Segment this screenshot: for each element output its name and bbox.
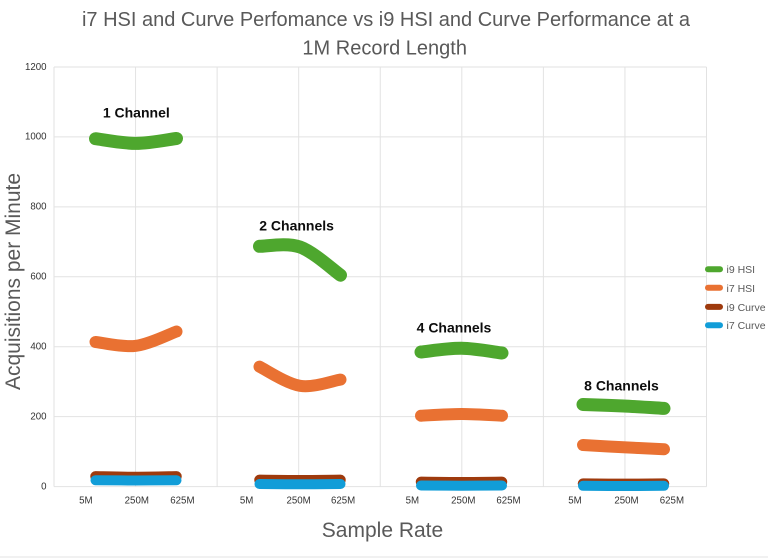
svg-text:i7 Curve: i7 Curve — [727, 320, 766, 332]
svg-text:250M: 250M — [125, 496, 149, 507]
svg-text:5M: 5M — [406, 496, 419, 507]
svg-text:800: 800 — [30, 202, 47, 213]
svg-text:Sample Rate: Sample Rate — [322, 519, 443, 542]
svg-text:1000: 1000 — [25, 132, 47, 143]
svg-text:0: 0 — [41, 481, 47, 492]
svg-text:i7 HSI and Curve Perfomance vs: i7 HSI and Curve Perfomance vs i9 HSI an… — [82, 9, 691, 31]
svg-text:400: 400 — [30, 342, 47, 353]
svg-text:8 Channels: 8 Channels — [584, 377, 659, 393]
svg-text:4 Channels: 4 Channels — [417, 320, 492, 336]
svg-text:i9 HSI: i9 HSI — [727, 264, 756, 276]
svg-text:250M: 250M — [286, 496, 310, 507]
svg-text:625M: 625M — [331, 496, 355, 507]
svg-text:625M: 625M — [170, 496, 194, 507]
svg-text:1 Channel: 1 Channel — [103, 105, 170, 121]
svg-text:5M: 5M — [568, 496, 581, 507]
svg-text:1200: 1200 — [25, 62, 47, 73]
svg-text:250M: 250M — [451, 496, 475, 507]
svg-text:5M: 5M — [79, 496, 92, 507]
svg-text:1M Record Length: 1M Record Length — [302, 38, 467, 60]
svg-text:Acquisitions per Minute: Acquisitions per Minute — [2, 173, 25, 390]
svg-text:i7 HSI: i7 HSI — [727, 283, 756, 295]
svg-text:625M: 625M — [660, 496, 684, 507]
svg-text:250M: 250M — [614, 496, 638, 507]
svg-text:2 Channels: 2 Channels — [259, 218, 334, 234]
svg-text:i9 Curve: i9 Curve — [727, 302, 766, 314]
svg-text:625M: 625M — [496, 496, 520, 507]
svg-text:5M: 5M — [240, 496, 253, 507]
svg-text:600: 600 — [30, 272, 47, 283]
svg-text:200: 200 — [30, 412, 47, 423]
